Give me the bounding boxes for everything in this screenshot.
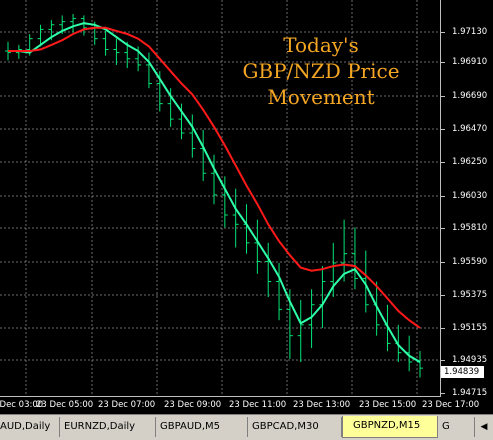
candle	[102, 30, 109, 56]
candle	[211, 154, 217, 205]
price-label: 1.95375	[452, 290, 488, 300]
tab-aud-daily[interactable]: AUD,Daily	[0, 417, 60, 437]
candles	[5, 13, 423, 378]
time-label: 23 Dec 03:00	[0, 400, 44, 410]
slow-moving-average-line	[8, 26, 421, 329]
tab-eurnzd-daily[interactable]: EURNZD,Daily	[60, 417, 156, 437]
price-label: 1.97130	[452, 27, 488, 37]
candle	[232, 188, 239, 248]
price-tick	[440, 262, 445, 263]
candle	[341, 219, 348, 282]
candle	[124, 41, 131, 69]
candle	[178, 103, 185, 140]
tab-label: GBPCAD,M30	[252, 421, 319, 432]
current-price-marker: 1.94839	[441, 366, 484, 378]
time-label: 23 Dec 09:00	[164, 400, 222, 410]
price-label: 1.94935	[452, 355, 488, 365]
chevron-left-icon: ◀	[480, 422, 488, 432]
candle	[200, 129, 207, 181]
tab-gbpcad-m30[interactable]: GBPCAD,M30	[248, 417, 342, 437]
price-label: 1.96470	[452, 124, 488, 134]
candle	[80, 15, 87, 36]
time-label: 23 Dec 13:00	[293, 400, 351, 410]
tab-gbpnzd-m15[interactable]: GBPNZD,M15	[342, 416, 438, 438]
time-axis-separator	[0, 396, 441, 397]
price-tick	[440, 295, 445, 296]
overlay-title: Today's GBP/NZD Price Movement	[226, 32, 416, 110]
price-label: 1.96030	[452, 191, 488, 201]
price-axis-separator	[440, 0, 441, 396]
candle	[221, 176, 228, 228]
moving-averages	[8, 22, 421, 363]
price-label: 1.94715	[452, 388, 488, 398]
fast-moving-average-line	[8, 22, 421, 363]
candle	[319, 266, 326, 328]
price-tick	[440, 162, 445, 163]
time-label: 23 Dec 17:00	[422, 400, 480, 410]
time-label: 23 Dec 07:00	[98, 400, 156, 410]
candle	[276, 262, 283, 321]
candle	[297, 300, 304, 362]
tab-label: EURNZD,Daily	[64, 421, 136, 432]
price-label: 1.95810	[452, 223, 488, 233]
price-chart[interactable]	[0, 0, 441, 396]
candle	[308, 289, 315, 349]
tab-label: GBPNZD,M15	[353, 420, 421, 431]
price-tick	[440, 228, 445, 229]
candle	[351, 227, 358, 290]
tab-label: G	[442, 421, 450, 432]
chart-tab-bar: AUD,Daily EURNZD,Daily GBPAUD,M5 GBPCAD,…	[0, 414, 493, 440]
price-tick	[440, 62, 445, 63]
tab-label: AUD,Daily	[0, 421, 51, 432]
overlay-line-2: GBP/NZD Price	[242, 59, 400, 83]
tab-gbpaud-m5[interactable]: GBPAUD,M5	[156, 417, 248, 437]
tab-label: GBPAUD,M5	[160, 421, 221, 432]
candle	[265, 242, 272, 297]
candle	[70, 13, 77, 33]
candle	[145, 52, 152, 89]
price-tick	[440, 196, 445, 197]
price-tick	[440, 129, 445, 130]
time-label: 23 Dec 11:00	[229, 400, 287, 410]
price-label: 1.96910	[452, 57, 488, 67]
overlay-line-1: Today's	[283, 33, 359, 57]
candle	[254, 219, 261, 274]
price-label: 1.95590	[452, 257, 488, 267]
tab-overflow[interactable]: G	[438, 417, 474, 437]
price-label: 1.96250	[452, 157, 488, 167]
candle	[189, 114, 196, 158]
price-label: 1.95155	[452, 323, 488, 333]
price-tick	[440, 32, 445, 33]
candle	[417, 351, 423, 378]
price-tick	[440, 328, 445, 329]
price-tick	[440, 360, 445, 361]
price-tick	[440, 96, 445, 97]
time-label: 23 Dec 15:00	[359, 400, 417, 410]
time-label: 23 Dec 05:00	[36, 400, 94, 410]
price-tick	[440, 393, 445, 394]
overlay-line-3: Movement	[267, 85, 375, 109]
tab-scroll-left-button[interactable]: ◀	[474, 417, 493, 437]
price-label: 1.96690	[452, 91, 488, 101]
candle	[113, 38, 120, 65]
candle	[362, 250, 369, 313]
candle	[37, 24, 44, 47]
chart-window[interactable]: Today's GBP/NZD Price Movement 1.97130 1…	[0, 0, 493, 414]
chart-grid	[0, 0, 441, 396]
